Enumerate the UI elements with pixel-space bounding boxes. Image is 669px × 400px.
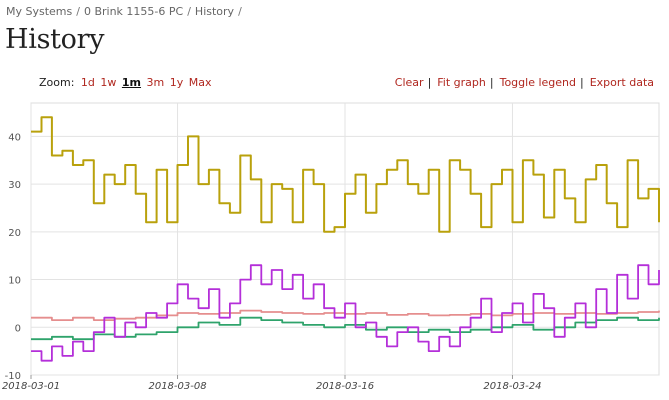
breadcrumb-history[interactable]: History	[194, 5, 235, 18]
breadcrumb-system[interactable]: 0 Brink 1155-6 PC	[83, 5, 184, 18]
zoom-controls: Zoom: 1d 1w 1m 3m 1y Max	[39, 76, 214, 89]
x-tick-label: 2018-03-24	[483, 381, 541, 392]
page-title: History	[5, 24, 105, 55]
axes: -10 0 10 20 30 40 2018-03-01 2018-03-08 2018-03-…	[2, 132, 542, 392]
history-chart[interactable]: -10 0 10 20 30 40 2018-03-01 2018-03-08 2018-03-…	[0, 95, 669, 400]
action-divider: |	[427, 76, 432, 89]
y-tick-label: 0	[15, 323, 21, 334]
x-tick-label: 2018-03-01	[2, 381, 60, 392]
y-tick-label: 30	[8, 180, 21, 191]
breadcrumb-separator: /	[187, 5, 191, 18]
breadcrumb-separator: /	[76, 5, 80, 18]
graph-actions: Clear | Fit graph | Toggle legend | Export dat…	[395, 76, 654, 89]
zoom-1w-button[interactable]: 1w	[100, 76, 117, 89]
breadcrumb-my-systems[interactable]: My Systems	[6, 5, 73, 18]
graph-toolbar: Zoom: 1d 1w 1m 3m 1y Max Clear | Fit graph…	[0, 76, 669, 92]
action-divider: |	[489, 76, 494, 89]
series-line-1[interactable]	[31, 116, 660, 233]
toggle-legend-button[interactable]: Toggle legend	[499, 76, 576, 89]
fit-graph-button[interactable]: Fit graph	[437, 76, 486, 89]
export-data-button[interactable]: Export data	[589, 76, 654, 89]
zoom-1y-button[interactable]: 1y	[169, 76, 184, 89]
clear-button[interactable]: Clear	[394, 76, 424, 89]
y-tick-label: 40	[8, 132, 21, 143]
action-divider: |	[580, 76, 584, 89]
breadcrumb: My Systems/0 Brink 1155-6 PC / History /	[6, 5, 246, 18]
zoom-label: Zoom:	[39, 76, 75, 89]
series-group	[31, 116, 660, 362]
x-tick-label: 2018-03-16	[316, 381, 374, 392]
series-line-4[interactable]	[31, 264, 660, 362]
zoom-1m-button[interactable]: 1m	[121, 76, 142, 89]
zoom-max-button[interactable]: Max	[188, 76, 212, 89]
zoom-3m-button[interactable]: 3m	[146, 76, 165, 89]
breadcrumb-separator: /	[238, 5, 242, 18]
x-tick-label: 2018-03-08	[148, 381, 206, 392]
y-tick-label: 20	[8, 228, 21, 239]
y-tick-label: 10	[8, 276, 21, 287]
zoom-1d-button[interactable]: 1d	[80, 76, 95, 89]
y-tick-label: -10	[5, 371, 21, 382]
